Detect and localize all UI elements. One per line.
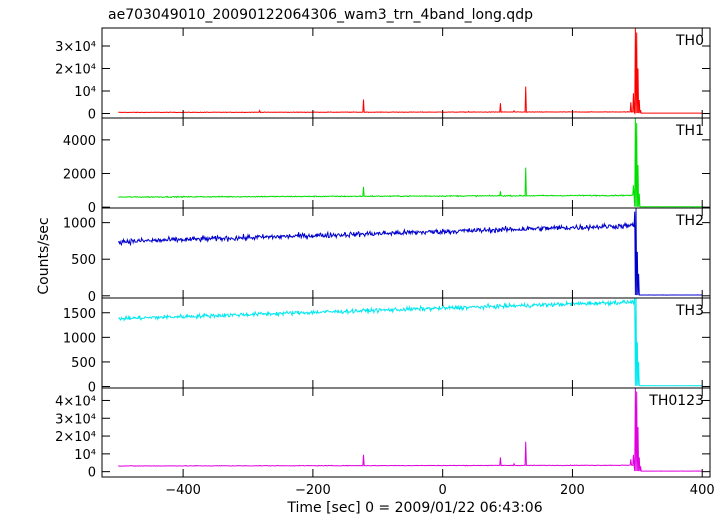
y-tick-label: 3×10⁴ [55, 412, 96, 427]
y-tick-label: 3×10⁴ [55, 40, 96, 55]
x-tick-label: 200 [560, 483, 585, 498]
y-tick-label: 2000 [63, 168, 96, 183]
series-line-th0123 [118, 388, 703, 472]
panel-label-th3: TH3 [675, 303, 704, 319]
y-tick-label: 2×10⁴ [55, 430, 96, 445]
panel-label-th0123: TH0123 [648, 393, 704, 409]
panel-label-th2: TH2 [675, 213, 704, 229]
y-tick-label: 4000 [63, 134, 96, 149]
y-tick-label: 500 [71, 356, 96, 371]
y-tick-label: 10⁴ [74, 448, 96, 463]
y-tick-label: 4×10⁴ [55, 394, 96, 409]
y-tick-label: 0 [88, 381, 96, 396]
y-tick-label: 1000 [63, 331, 96, 346]
y-axis-title: Counts/sec [36, 217, 52, 294]
y-tick-label: 1500 [63, 307, 96, 322]
series-line-th0 [118, 28, 703, 116]
y-tick-label: 0 [88, 290, 96, 305]
x-tick-label: 400 [690, 483, 715, 498]
y-tick-label: 2×10⁴ [55, 63, 96, 78]
panel-frame-th3 [101, 297, 711, 389]
series-line-th3 [118, 298, 703, 387]
x-tick-label: −200 [295, 483, 331, 498]
panel-frame-th0 [101, 27, 711, 119]
y-tick-label: 500 [71, 253, 96, 268]
panel-frame-th0123 [101, 387, 711, 478]
series-line-th2 [118, 208, 703, 296]
chart-title: ae703049010_20090122064306_wam3_trn_4ban… [108, 7, 533, 23]
panel-frame-th1 [101, 117, 711, 209]
panel-label-th0: TH0 [675, 33, 704, 49]
series-line-th1 [118, 118, 703, 208]
x-tick-label: −400 [165, 483, 201, 498]
y-tick-label: 0 [88, 108, 96, 123]
y-tick-label: 10⁴ [74, 85, 96, 100]
panel-frame-th2 [101, 207, 711, 299]
y-tick-label: 0 [88, 201, 96, 216]
x-tick-label: 0 [439, 483, 447, 498]
x-axis-title: Time [sec] 0 = 2009/01/22 06:43:06 [286, 500, 542, 516]
panel-label-th1: TH1 [675, 123, 704, 139]
y-tick-label: 1000 [63, 217, 96, 232]
y-tick-label: 0 [88, 466, 96, 481]
